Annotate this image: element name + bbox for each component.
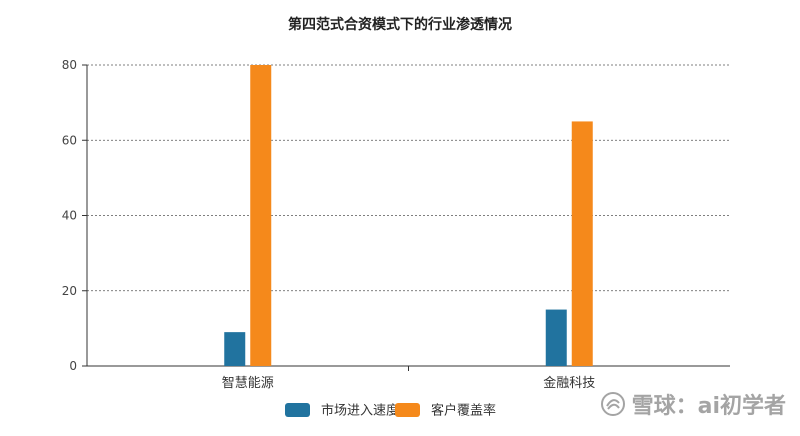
- axes: [86, 65, 730, 371]
- bars: [224, 65, 593, 366]
- bar-1-0[interactable]: [545, 309, 567, 366]
- grid-lines: [87, 64, 730, 292]
- y-tick-label: 40: [62, 209, 77, 223]
- legend-label: 客户覆盖率: [431, 403, 496, 419]
- legend[interactable]: 市场进入速度 客户覆盖率: [285, 403, 496, 419]
- bar-0-1[interactable]: [250, 65, 272, 366]
- legend-swatch: [395, 403, 420, 417]
- bar-0-0[interactable]: [224, 332, 246, 366]
- y-tick-labels: 0 20 40 60 80: [62, 58, 87, 373]
- x-tick-label: 智慧能源: [222, 375, 274, 391]
- legend-item-1[interactable]: 客户覆盖率: [395, 403, 496, 419]
- x-tick-labels: 智慧能源 金融科技: [222, 375, 596, 391]
- y-tick-label: 0: [69, 359, 77, 373]
- x-tick-label: 金融科技: [543, 375, 595, 391]
- chart-title: 第四范式合资模式下的行业渗透情况: [288, 16, 512, 33]
- legend-label: 市场进入速度: [321, 403, 399, 419]
- y-tick-label: 60: [62, 133, 77, 147]
- bar-1-1[interactable]: [571, 121, 593, 366]
- legend-item-0[interactable]: 市场进入速度: [285, 403, 399, 419]
- y-tick-label: 80: [62, 58, 77, 72]
- legend-swatch: [285, 403, 310, 417]
- y-tick-label: 20: [62, 284, 77, 298]
